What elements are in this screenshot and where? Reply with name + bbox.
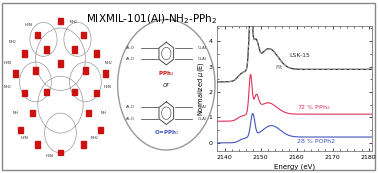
Text: O=PPh$_2$: O=PPh$_2$ [153, 129, 179, 138]
Text: Al–O: Al–O [126, 117, 135, 121]
Text: LSK-15: LSK-15 [290, 53, 310, 58]
Text: NH$_2$: NH$_2$ [90, 135, 99, 143]
Text: NH: NH [12, 111, 18, 115]
Text: Al–O: Al–O [126, 46, 135, 50]
Text: H$_2$N: H$_2$N [24, 21, 33, 29]
Text: 28 % POPh2: 28 % POPh2 [297, 139, 335, 144]
X-axis label: Energy (eV): Energy (eV) [274, 163, 315, 170]
Text: Fit: Fit [275, 65, 282, 70]
Text: PPh$_2$: PPh$_2$ [158, 69, 174, 78]
Text: H$_2$N: H$_2$N [3, 60, 12, 67]
Text: H$_2$N: H$_2$N [45, 152, 54, 160]
Text: 72 % PPh$_2$: 72 % PPh$_2$ [297, 103, 330, 112]
Text: NH: NH [101, 111, 107, 115]
Text: Al–O: Al–O [126, 57, 135, 61]
Text: NH$_2$: NH$_2$ [70, 19, 79, 26]
Text: NH$_2$: NH$_2$ [3, 84, 12, 91]
Text: H$_2$N: H$_2$N [20, 135, 29, 143]
Text: Al–O: Al–O [126, 106, 135, 110]
Y-axis label: Normalized $\mu$(E): Normalized $\mu$(E) [196, 61, 206, 116]
Text: NH$_2$: NH$_2$ [104, 60, 113, 67]
Text: O–Al: O–Al [198, 57, 206, 61]
Text: O–Al: O–Al [198, 117, 206, 121]
Text: MIXMIL-101(Al)-NH$_2$-PPh$_2$: MIXMIL-101(Al)-NH$_2$-PPh$_2$ [85, 12, 217, 26]
Text: NH$_2$: NH$_2$ [8, 38, 17, 46]
Text: O–Al: O–Al [198, 106, 206, 110]
Text: or: or [163, 82, 170, 88]
Text: O–Al: O–Al [198, 46, 206, 50]
Text: H$_2$N: H$_2$N [104, 84, 113, 91]
